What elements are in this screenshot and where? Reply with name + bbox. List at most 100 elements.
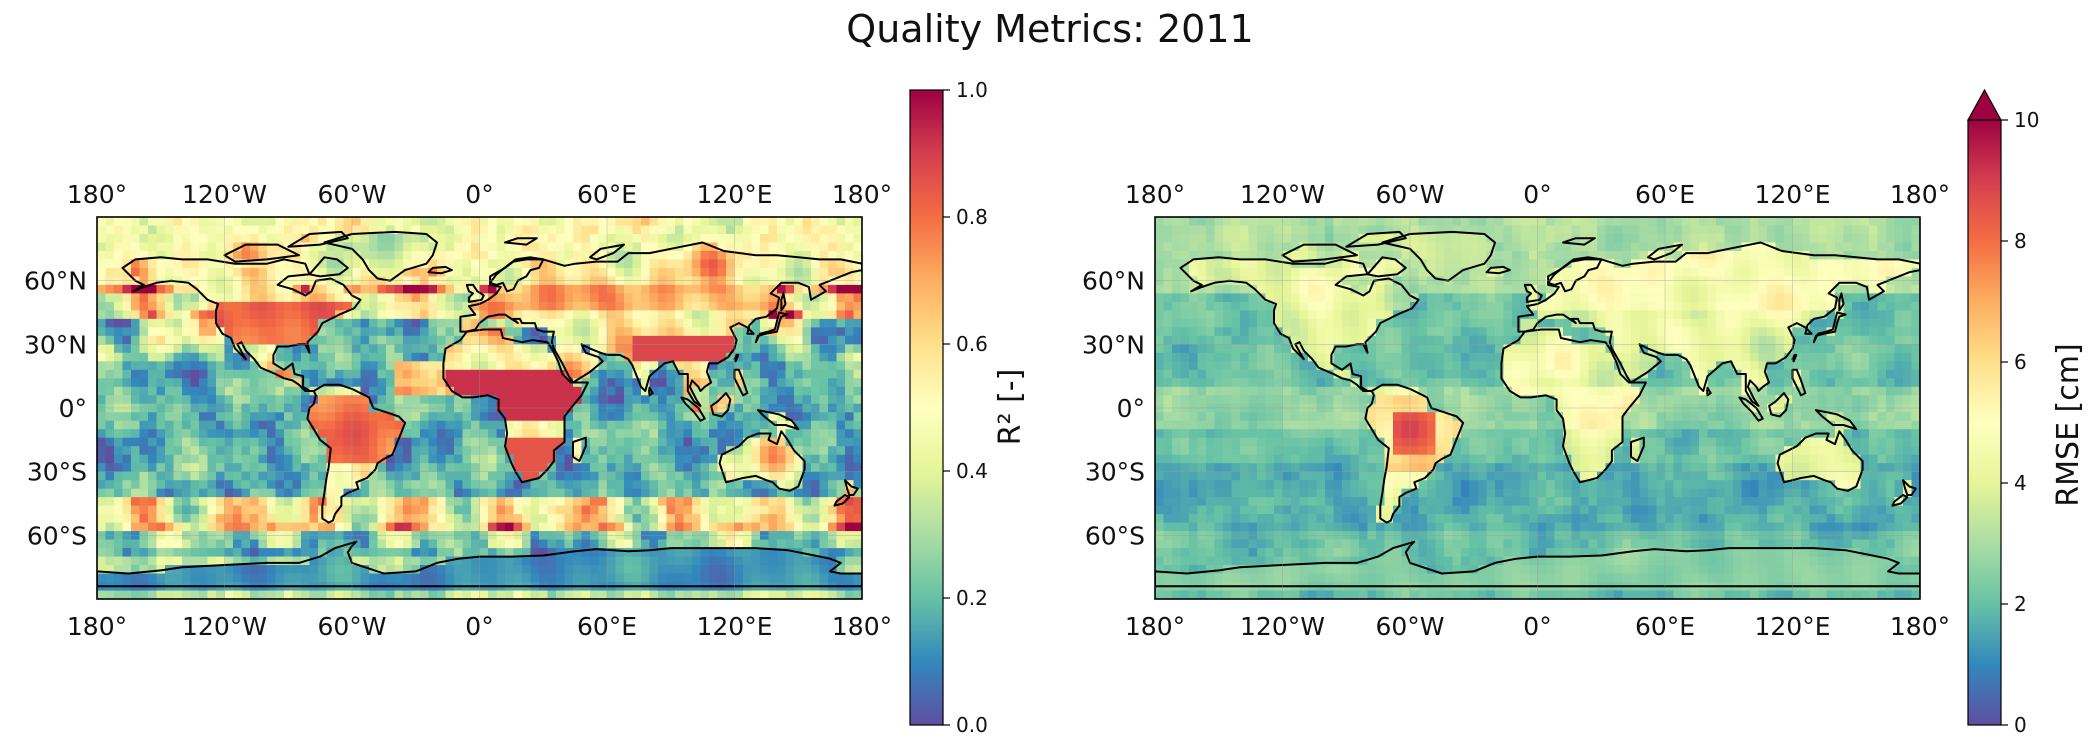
coastline-sri-lanka	[1706, 386, 1712, 397]
coastline-nz-north	[1902, 479, 1917, 496]
coastline-south-america	[1364, 383, 1465, 524]
colorbar-r2: 0.0 0.2 0.4 0.6 0.8 1.0 R² [-]	[909, 78, 1028, 737]
lon-tick-label: 60°W	[317, 180, 386, 209]
colorbar-rmse: 0 2 4 6 8 10 RMSE [cm]	[1966, 88, 2086, 737]
coastline-taiwan	[1791, 353, 1798, 363]
coastline-sakhalin	[780, 292, 787, 312]
gridlines-r2	[97, 217, 862, 599]
coastline-nz-south	[833, 494, 851, 507]
lon-tick-label: 180°	[67, 180, 127, 209]
coastline-north-america	[1179, 256, 1420, 392]
colorbar-tick-label: 1.0	[956, 78, 988, 102]
coastline-novaya	[589, 243, 625, 261]
lon-ticks-top-r2: 180° 120°W 60°W 0° 60°E 120°E 180°	[67, 180, 892, 209]
coastline-japan	[1812, 311, 1847, 344]
coastline-scandinavia	[1547, 256, 1603, 293]
lon-tick-label: 180°	[832, 612, 892, 641]
lon-ticks-bottom-rmse: 180° 120°W 60°W 0° 60°E 120°E 180°	[1125, 612, 1950, 641]
coastline-novaya	[1647, 243, 1683, 261]
coastline-africa	[1500, 328, 1647, 484]
coastline-borneo	[710, 392, 732, 418]
lat-ticks-r2: 60°N 30°N 0° 30°S 60°S	[24, 267, 87, 551]
coastline-greenland	[323, 230, 438, 282]
coastline-borneo	[1768, 392, 1790, 418]
map-panel-rmse: 180° 120°W 60°W 0° 60°E 120°E 180° 180° 120°W 60…	[1082, 180, 1950, 641]
coastline-africa	[442, 328, 589, 484]
colorbar-tick-label: 0.8	[956, 205, 988, 229]
map-frame-rmse	[1154, 216, 1921, 600]
lon-tick-label: 120°W	[1240, 612, 1325, 641]
lon-tick-label: 120°E	[1754, 612, 1830, 641]
coastline-greenland	[1381, 230, 1496, 282]
coastline-iceland	[427, 265, 453, 275]
lon-tick-label: 120°W	[1240, 180, 1325, 209]
colorbar-r2-label: R² [-]	[993, 369, 1028, 446]
lon-tick-label: 180°	[1890, 180, 1950, 209]
coastline-antarctica	[1155, 540, 1920, 588]
coastline-sumatra	[1738, 396, 1764, 422]
map-panel-r2: 180° 120°W 60°W 0° 60°E 120°E 180° 180° 120°W 60…	[24, 180, 892, 641]
lon-tick-label: 180°	[832, 180, 892, 209]
colorbar-r2-fill	[909, 89, 944, 726]
coastline-uk	[1523, 283, 1543, 303]
lat-tick-label: 0°	[1117, 394, 1145, 423]
colorbar-tick-label: 0.0	[956, 713, 988, 737]
lon-tick-label: 120°E	[696, 612, 772, 641]
lon-tick-label: 180°	[1890, 612, 1950, 641]
colorbar-tick-label: 6	[2014, 350, 2027, 374]
lon-tick-label: 180°	[1125, 180, 1185, 209]
coastline-scandinavia	[489, 256, 545, 293]
lon-tick-label: 60°E	[1635, 612, 1695, 641]
colorbar-tick-label: 10	[2014, 108, 2039, 132]
lat-tick-label: 60°N	[24, 267, 87, 296]
lon-tick-label: 0°	[1523, 180, 1551, 209]
gridlines-rmse	[1155, 217, 1920, 599]
lon-tick-label: 120°W	[182, 612, 267, 641]
lat-tick-label: 30°S	[1085, 458, 1145, 487]
lat-tick-label: 60°N	[1082, 267, 1145, 296]
coastline-south-america	[306, 383, 407, 524]
colorbar-tick-label: 0.4	[956, 459, 988, 483]
lon-tick-label: 60°W	[1375, 612, 1444, 641]
lon-tick-label: 120°E	[1754, 180, 1830, 209]
lat-tick-label: 60°S	[1085, 521, 1145, 550]
coastline-australia	[1776, 430, 1864, 492]
lon-tick-label: 60°E	[577, 612, 637, 641]
coastline-madagascar	[1630, 436, 1645, 463]
coastline-philippines	[1791, 368, 1807, 397]
coastline-ellesmere	[287, 230, 349, 248]
coastline-arctic-isl	[223, 243, 300, 263]
lat-ticks-rmse: 60°N 30°N 0° 30°S 60°S	[1082, 267, 1145, 551]
coastline-uk	[465, 283, 485, 303]
colorbar-tick-label: 4	[2014, 471, 2027, 495]
coastline-taiwan	[733, 353, 740, 363]
lat-tick-label: 60°S	[27, 521, 87, 550]
lon-tick-label: 0°	[465, 612, 493, 641]
colorbar-rmse-fill	[1967, 119, 2002, 726]
coastline-svalbard	[1562, 237, 1596, 246]
coastline-eurasia	[459, 241, 862, 407]
lon-ticks-bottom-r2: 180° 120°W 60°W 0° 60°E 120°E 180°	[67, 612, 892, 641]
coastline-new-guinea	[1814, 409, 1858, 431]
lon-tick-label: 0°	[465, 180, 493, 209]
lon-tick-label: 60°E	[1635, 180, 1695, 209]
lat-tick-label: 30°N	[24, 330, 87, 359]
colorbar-tick-label: 8	[2014, 229, 2027, 253]
map-field-rmse	[1155, 217, 1920, 599]
lon-tick-label: 60°W	[1375, 180, 1444, 209]
coastline-baffin	[1366, 256, 1407, 278]
coastline-sakhalin	[1838, 292, 1845, 312]
figure-title: Quality Metrics: 2011	[846, 7, 1253, 51]
coastline-eurasia	[1517, 241, 1920, 407]
colorbar-rmse-ticks: 0 2 4 6 8 10	[2001, 108, 2039, 737]
lon-tick-label: 60°E	[577, 180, 637, 209]
colorbar-tick-label: 0	[2014, 713, 2027, 737]
lat-tick-label: 30°N	[1082, 330, 1145, 359]
lon-ticks-top-rmse: 180° 120°W 60°W 0° 60°E 120°E 180°	[1125, 180, 1950, 209]
lon-tick-label: 0°	[1523, 612, 1551, 641]
coastlines-r2	[97, 230, 862, 588]
coastline-nz-north	[844, 479, 859, 496]
lat-tick-label: 0°	[59, 394, 87, 423]
colorbar-tick-label: 0.2	[956, 586, 988, 610]
